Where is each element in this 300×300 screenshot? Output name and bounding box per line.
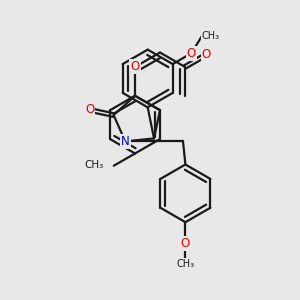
Text: O: O bbox=[85, 103, 94, 116]
Text: O: O bbox=[187, 47, 196, 60]
Text: CH₃: CH₃ bbox=[84, 160, 103, 170]
Text: CH₃: CH₃ bbox=[176, 259, 194, 269]
Text: O: O bbox=[202, 48, 211, 61]
Text: CH₃: CH₃ bbox=[202, 31, 220, 41]
Text: O: O bbox=[130, 60, 140, 74]
Text: O: O bbox=[181, 237, 190, 250]
Text: N: N bbox=[121, 135, 130, 148]
